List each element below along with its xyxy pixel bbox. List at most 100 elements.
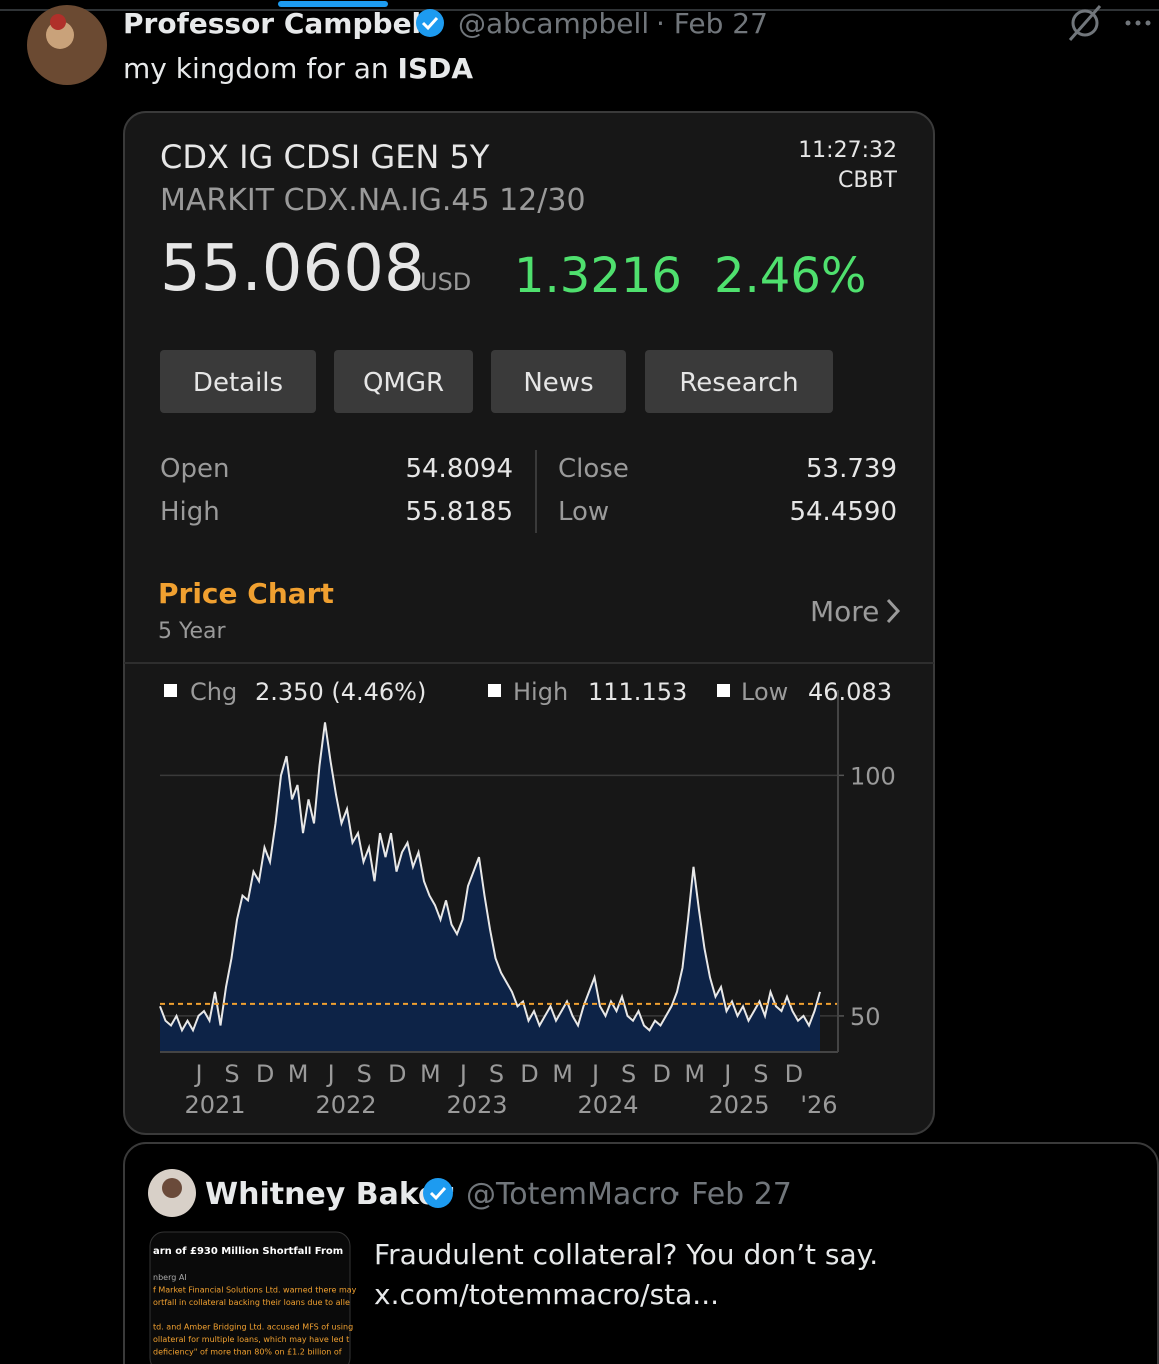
x-month-label: D [785, 1060, 803, 1088]
quoted-image-text: arn of £930 Million Shortfall From nberg … [153, 1246, 357, 1357]
legend-swatch [717, 684, 730, 697]
card-time: 11:27:32 [798, 138, 897, 163]
author-name[interactable]: Professor Campbell [123, 7, 431, 40]
card-source: CBBT [838, 168, 898, 193]
x-month-label: J [722, 1060, 731, 1088]
quoted-date[interactable]: · Feb 27 [672, 1177, 792, 1212]
currency: USD [420, 268, 471, 296]
quoted-text: Fraudulent collateral? You don’t say. x.c… [374, 1238, 878, 1311]
button-row: Details QMGR News Research [160, 350, 833, 413]
price-line [159, 722, 821, 1033]
x-month-label: S [357, 1060, 372, 1088]
legend-value: 2.350 (4.46%) [255, 678, 426, 706]
legend-label: High [513, 678, 568, 706]
price: 55.0608 [160, 232, 425, 306]
avatar-detail [162, 1178, 182, 1198]
legend-swatch [164, 684, 177, 697]
area [160, 722, 820, 1052]
verified-badge [423, 1178, 453, 1208]
image-text: ortfall in collateral backing their loan… [153, 1298, 350, 1307]
button[interactable] [160, 350, 316, 413]
x-year-label: '26 [800, 1091, 837, 1119]
y-tick-label: 50 [850, 1003, 881, 1031]
x-year-label: 2022 [315, 1091, 376, 1119]
image-text: f Market Financial Solutions Ltd. warned… [153, 1286, 357, 1295]
x-month-label: D [256, 1060, 274, 1088]
stat-value: 54.4590 [789, 497, 897, 527]
grok-icon[interactable] [1068, 5, 1102, 41]
x-year-label: 2021 [184, 1091, 245, 1119]
change: 1.3216 [514, 248, 682, 304]
stats: Open 54.8094 High 55.8185 Close 53.739 Low 54.4… [160, 454, 897, 527]
stat-value: 53.739 [806, 454, 897, 484]
button-label[interactable]: News [523, 368, 593, 398]
image-text: nberg AI [153, 1273, 187, 1282]
x-month-label: J [193, 1060, 202, 1088]
avatar-detail [50, 14, 66, 30]
x-month-label: J [326, 1060, 335, 1088]
button[interactable] [645, 350, 833, 413]
x-month-label: J [458, 1060, 467, 1088]
x-month-label: D [652, 1060, 670, 1088]
x-month-label: M [420, 1060, 441, 1088]
legend-value: 111.153 [588, 678, 687, 706]
x-month-label: M [288, 1060, 309, 1088]
chevron-icon[interactable] [886, 598, 901, 624]
change-pct: 2.46% [714, 248, 866, 304]
image-text: deficiency" of more than 80% on £1.2 bil… [153, 1348, 342, 1357]
tweet-text: my kingdom for an ISDA [123, 52, 473, 85]
more-link[interactable]: More [810, 595, 879, 628]
image-text: arn of £930 Million Shortfall From [153, 1246, 343, 1257]
legend-swatch [488, 684, 501, 697]
stat-label: High [160, 497, 220, 527]
quoted-tweet[interactable] [123, 1142, 1159, 1364]
button[interactable] [491, 350, 626, 413]
x-year-label: 2025 [708, 1091, 769, 1119]
chart-heading: Price Chart [158, 577, 334, 610]
y-tick-label: 100 [850, 762, 896, 790]
x-month-label: S [224, 1060, 239, 1088]
tweet-text-part: my kingdom for an [123, 52, 398, 85]
button-label[interactable]: Research [679, 368, 798, 398]
x-month-label: M [684, 1060, 705, 1088]
x-month-label: S [621, 1060, 636, 1088]
stat-label: Low [558, 497, 609, 527]
chart-legend: Chg 2.350 (4.46%) High 111.153 Low 46.083 [164, 678, 892, 706]
x-month-label: S [489, 1060, 504, 1088]
button-label[interactable]: Details [193, 368, 283, 398]
quoted-text-line: Fraudulent collateral? You don’t say. [374, 1238, 878, 1271]
x-year-label: 2024 [577, 1091, 638, 1119]
x-month-label: S [753, 1060, 768, 1088]
card-subtitle: MARKIT CDX.NA.IG.45 12/30 [160, 183, 586, 218]
quoted-text-line: x.com/totemmacro/sta... [374, 1278, 719, 1311]
stat-value: 55.8185 [405, 497, 513, 527]
x-month-label: J [590, 1060, 599, 1088]
x-month-label: D [520, 1060, 538, 1088]
button-label[interactable]: QMGR [363, 368, 444, 398]
x-month-label: M [552, 1060, 573, 1088]
x-month-label: D [388, 1060, 406, 1088]
card-title: CDX IG CDSI GEN 5Y [160, 138, 490, 176]
legend-label: Chg [190, 678, 237, 706]
date[interactable]: · Feb 27 [656, 7, 768, 40]
tab-indicator [278, 1, 388, 7]
legend-value: 46.083 [808, 678, 892, 706]
verified-badge [416, 9, 444, 37]
quoted-author[interactable]: Whitney Baker [205, 1177, 453, 1212]
quoted-handle[interactable]: @TotemMacro [466, 1177, 678, 1212]
stat-value: 54.8094 [405, 454, 513, 484]
chart-period: 5 Year [158, 619, 227, 644]
x-year-label: 2023 [446, 1091, 507, 1119]
button[interactable] [334, 350, 473, 413]
legend-label: Low [741, 678, 788, 706]
stat-label: Open [160, 454, 229, 484]
image-text: ollateral for multiple loans, which may … [153, 1335, 349, 1344]
image-text: td. and Amber Bridging Ltd. accused MFS … [153, 1323, 353, 1332]
quoted-image[interactable] [149, 1231, 351, 1364]
more-menu[interactable] [1125, 20, 1151, 26]
handle[interactable]: @abcampbell [458, 7, 649, 40]
tweet-text-bold: ISDA [398, 52, 474, 85]
